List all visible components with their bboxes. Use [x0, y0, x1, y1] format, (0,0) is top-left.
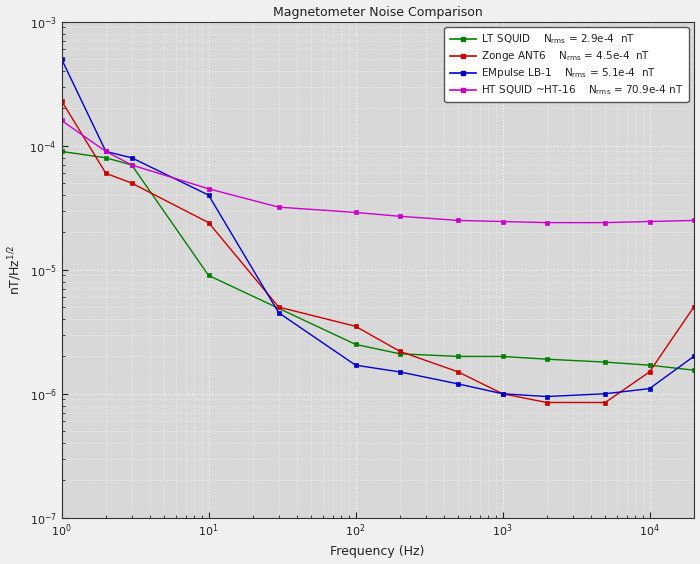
- Y-axis label: nT/Hz$^{1/2}$: nT/Hz$^{1/2}$: [6, 245, 24, 295]
- Title: Magnetometer Noise Comparison: Magnetometer Noise Comparison: [273, 6, 482, 19]
- X-axis label: Frequency (Hz): Frequency (Hz): [330, 545, 425, 558]
- Legend: LT SQUID    N$_{\mathsf{rms}}$ = 2.9e-4  nT, Zonge ANT6    N$_{\mathsf{rms}}$ = : LT SQUID N$_{\mathsf{rms}}$ = 2.9e-4 nT,…: [444, 27, 689, 103]
